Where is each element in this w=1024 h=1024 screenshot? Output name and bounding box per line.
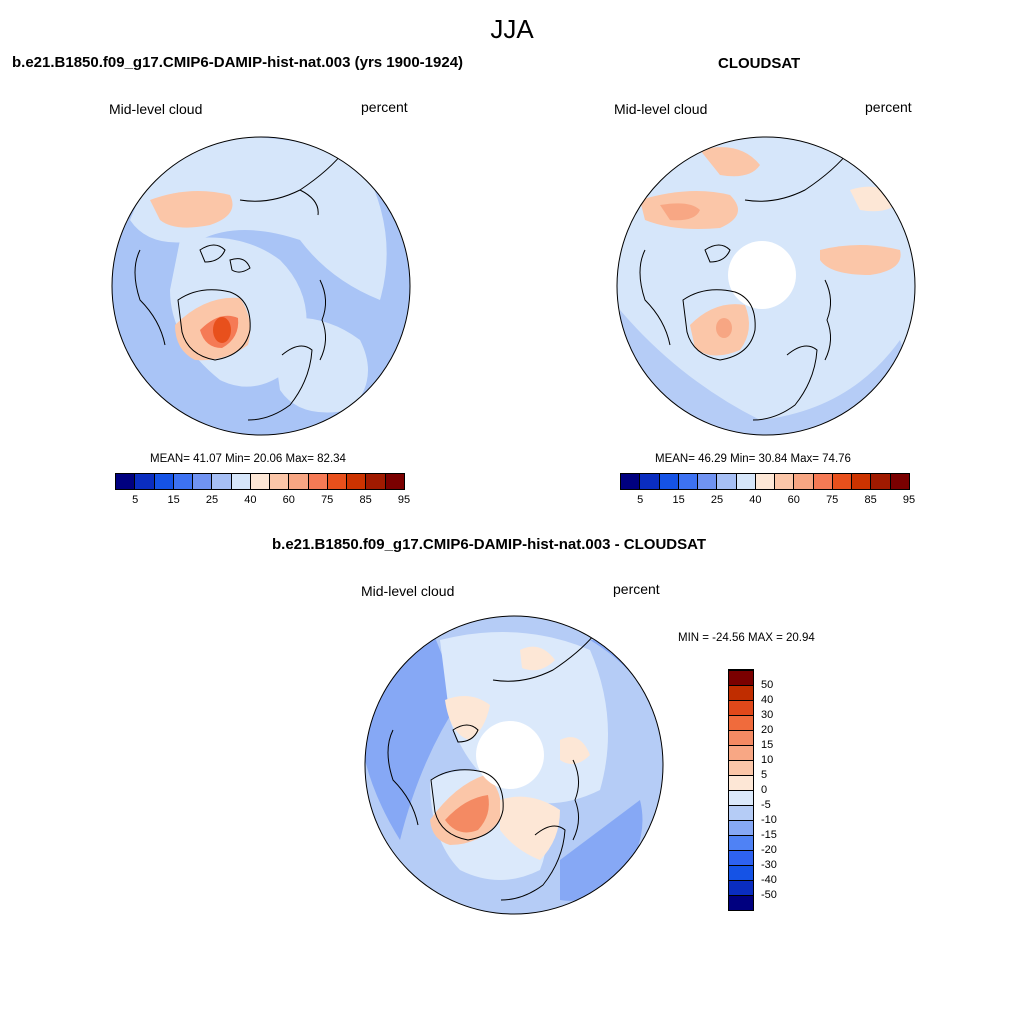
colorbar-tick-label: 5 (132, 494, 139, 506)
colorbar-swatch (366, 474, 386, 489)
colorbar-swatch (347, 474, 367, 489)
colorbar-tick-label: -5 (761, 799, 771, 811)
colorbar-swatch (871, 474, 891, 489)
colorbar-swatch (173, 474, 194, 489)
colorbar-swatch (729, 760, 753, 775)
colorbar-swatch (729, 745, 753, 760)
panel-1-stats: MEAN= 41.07 Min= 20.06 Max= 82.34 (150, 453, 346, 465)
colorbar-swatch (385, 474, 404, 489)
colorbar-swatch (640, 474, 660, 489)
colorbar-tick-label: 40 (761, 694, 774, 706)
panel-2-colorbar (620, 473, 910, 490)
panel-2-title: CLOUDSAT (718, 55, 801, 72)
colorbar-swatch (678, 474, 699, 489)
colorbar-swatch (154, 474, 174, 489)
colorbar-swatch (890, 474, 909, 489)
panel-2-map (617, 137, 915, 435)
colorbar-tick-label: 25 (205, 494, 219, 506)
colorbar-swatch (308, 474, 328, 489)
colorbar-tick-label: 40 (749, 494, 762, 506)
colorbar-swatch (729, 685, 753, 700)
colorbar-swatch (116, 474, 136, 489)
colorbar-swatch (729, 715, 753, 730)
colorbar-tick-label: 60 (282, 494, 295, 506)
colorbar-tick-label: 0 (761, 784, 768, 796)
colorbar-tick-label: -20 (761, 844, 777, 856)
colorbar-tick-label: 25 (710, 494, 724, 506)
colorbar-swatch (729, 880, 753, 895)
panel-3-title: b.e21.B1850.f09_g17.CMIP6-DAMIP-hist-nat… (272, 536, 706, 553)
panel-2-variable-label: Mid-level cloud (614, 101, 708, 117)
colorbar-tick-label: 15 (761, 739, 774, 751)
colorbar-tick-label: 95 (902, 494, 916, 506)
colorbar-swatch (794, 474, 814, 489)
colorbar-swatch (270, 474, 290, 489)
colorbar-tick-label: 40 (244, 494, 257, 506)
colorbar-swatch (852, 474, 872, 489)
colorbar-tick-label: 60 (787, 494, 800, 506)
colorbar-tick-label: -30 (761, 859, 777, 871)
colorbar-swatch (755, 474, 776, 489)
colorbar-swatch (736, 474, 756, 489)
colorbar-tick-label: 10 (761, 754, 774, 766)
colorbar-swatch (729, 835, 753, 850)
panel-3-colorbar (728, 669, 754, 911)
panel-1-map (112, 137, 410, 435)
panel-1-units-label: percent (361, 99, 408, 115)
panel-1-colorbar (115, 473, 405, 490)
panel-1-title: b.e21.B1850.f09_g17.CMIP6-DAMIP-hist-nat… (12, 54, 464, 71)
colorbar-tick-label: -40 (761, 874, 777, 886)
colorbar-swatch (659, 474, 679, 489)
colorbar-tick-label: 75 (321, 494, 334, 506)
panel-2-stats: MEAN= 46.29 Min= 30.84 Max= 74.76 (655, 453, 851, 465)
panel-1-variable-label: Mid-level cloud (109, 101, 203, 117)
colorbar-swatch (813, 474, 833, 489)
colorbar-swatch (729, 805, 753, 820)
colorbar-swatch (289, 474, 309, 489)
colorbar-swatch (729, 730, 753, 745)
colorbar-swatch (717, 474, 737, 489)
colorbar-swatch (621, 474, 641, 489)
colorbar-swatch (729, 700, 753, 715)
panel-3-map (365, 616, 663, 914)
colorbar-swatch (729, 865, 753, 880)
colorbar-tick-label: 95 (397, 494, 411, 506)
colorbar-tick-label: 5 (761, 769, 768, 781)
colorbar-tick-label: 50 (761, 679, 774, 691)
colorbar-tick-label: 15 (672, 494, 685, 506)
colorbar-swatch (729, 790, 753, 805)
colorbar-tick-label: 85 (359, 494, 372, 506)
colorbar-swatch (729, 775, 753, 790)
panel-2-units-label: percent (865, 99, 912, 115)
colorbar-tick-label: 15 (167, 494, 180, 506)
colorbar-swatch (832, 474, 853, 489)
colorbar-tick-label: 20 (761, 724, 774, 736)
colorbar-swatch (327, 474, 348, 489)
colorbar-tick-label: 85 (864, 494, 877, 506)
colorbar-tick-label: -50 (761, 889, 777, 901)
panel-3-stats: MIN = -24.56 MAX = 20.94 (678, 632, 815, 644)
colorbar-swatch (729, 850, 753, 865)
colorbar-swatch (193, 474, 213, 489)
colorbar-tick-label: 5 (637, 494, 644, 506)
colorbar-swatch (212, 474, 232, 489)
colorbar-swatch (135, 474, 155, 489)
figure-title: JJA (490, 14, 534, 44)
colorbar-tick-label: 75 (826, 494, 839, 506)
colorbar-swatch (729, 895, 753, 910)
colorbar-swatch (775, 474, 795, 489)
colorbar-swatch (231, 474, 251, 489)
colorbar-swatch (698, 474, 718, 489)
colorbar-tick-label: -10 (761, 814, 777, 826)
colorbar-tick-label: 30 (761, 709, 774, 721)
colorbar-swatch (729, 820, 753, 835)
colorbar-swatch (250, 474, 271, 489)
panel-3-units-label: percent (613, 581, 660, 597)
colorbar-tick-label: -15 (761, 829, 777, 841)
colorbar-swatch (729, 670, 753, 685)
panel-3-variable-label: Mid-level cloud (361, 583, 455, 599)
